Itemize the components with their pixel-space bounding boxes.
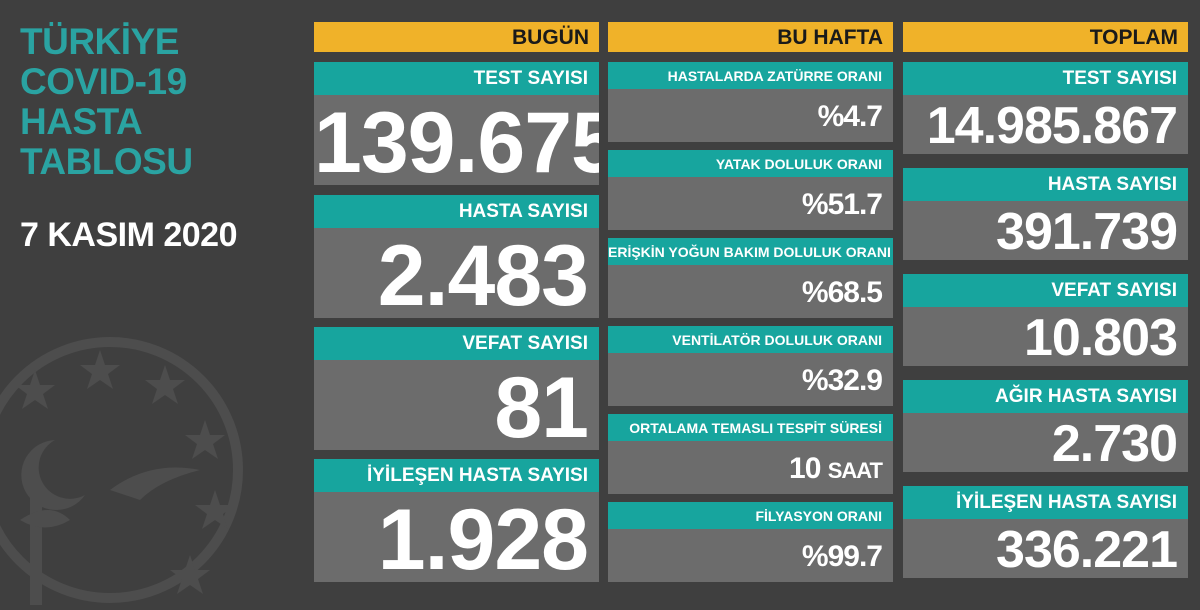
total-recovered-label: İYİLEŞEN HASTA SAYISI [903,486,1188,519]
week-header: BU HAFTA [608,22,893,52]
total-test-card: TEST SAYISI 14.985.867 [903,62,1188,154]
today-test-card: TEST SAYISI 139.675 [314,62,599,185]
week-icu-value: %68.5 [608,265,893,318]
total-severe-card: AĞIR HASTA SAYISI 2.730 [903,380,1188,472]
total-severe-value: 2.730 [903,413,1188,472]
week-ventilator-label: VENTİLATÖR DOLULUK ORANI [608,326,893,353]
week-bed-card: YATAK DOLULUK ORANI %51.7 [608,150,893,230]
today-test-value: 139.675 [314,95,599,185]
week-contact-label: ORTALAMA TEMASLI TESPİT SÜRESİ [608,414,893,441]
week-filiation-card: FİLYASYON ORANI %99.7 [608,502,893,582]
total-header: TOPLAM [903,22,1188,52]
today-recovered-card: İYİLEŞEN HASTA SAYISI 1.928 [314,459,599,582]
total-test-value: 14.985.867 [903,95,1188,154]
today-patient-card: HASTA SAYISI 2.483 [314,195,599,318]
week-icu-card: ERİŞKİN YOĞUN BAKIM DOLULUK ORANI %68.5 [608,238,893,318]
title-line: TABLOSU [20,141,193,182]
today-patient-label: HASTA SAYISI [314,195,599,228]
week-pneumonia-label: HASTALARDA ZATÜRRE ORANI [608,62,893,89]
total-death-card: VEFAT SAYISI 10.803 [903,274,1188,366]
total-test-label: TEST SAYISI [903,62,1188,95]
total-severe-label: AĞIR HASTA SAYISI [903,380,1188,413]
week-pneumonia-value: %4.7 [608,89,893,142]
total-patient-label: HASTA SAYISI [903,168,1188,201]
week-contact-number: 10 [789,452,821,485]
total-recovered-card: İYİLEŞEN HASTA SAYISI 336.221 [903,486,1188,578]
week-ventilator-value: %32.9 [608,353,893,406]
week-bed-label: YATAK DOLULUK ORANI [608,150,893,177]
total-patient-card: HASTA SAYISI 391.739 [903,168,1188,260]
today-death-label: VEFAT SAYISI [314,327,599,360]
week-filiation-label: FİLYASYON ORANI [608,502,893,529]
today-death-card: VEFAT SAYISI 81 [314,327,599,450]
total-death-value: 10.803 [903,307,1188,366]
week-filiation-value: %99.7 [608,529,893,582]
week-bed-value: %51.7 [608,177,893,230]
title-line: HASTA [20,101,143,142]
week-contact-unit: SAAT [827,458,883,483]
week-pneumonia-card: HASTALARDA ZATÜRRE ORANI %4.7 [608,62,893,142]
today-test-label: TEST SAYISI [314,62,599,95]
week-ventilator-card: VENTİLATÖR DOLULUK ORANI %32.9 [608,326,893,406]
title-line: TÜRKİYE [20,21,179,62]
total-patient-value: 391.739 [903,201,1188,260]
total-column: TOPLAM TEST SAYISI 14.985.867 HASTA SAYI… [903,22,1188,578]
week-contact-card: ORTALAMA TEMASLI TESPİT SÜRESİ 10 SAAT [608,414,893,494]
today-column: BUGÜN TEST SAYISI 139.675 HASTA SAYISI 2… [314,22,599,582]
total-recovered-value: 336.221 [903,519,1188,578]
ministry-emblem-icon [0,337,243,605]
report-date: 7 KASIM 2020 [20,216,238,254]
today-death-value: 81 [314,360,599,450]
total-death-label: VEFAT SAYISI [903,274,1188,307]
week-icu-label: ERİŞKİN YOĞUN BAKIM DOLULUK ORANI [608,238,893,265]
today-recovered-value: 1.928 [314,492,599,582]
title-line: COVID-19 [20,61,187,102]
today-recovered-label: İYİLEŞEN HASTA SAYISI [314,459,599,492]
week-contact-value: 10 SAAT [608,441,893,494]
today-patient-value: 2.483 [314,228,599,318]
today-header: BUGÜN [314,22,599,52]
dashboard-title: TÜRKİYE COVID-19 HASTA TABLOSU [20,22,193,182]
week-column: BU HAFTA HASTALARDA ZATÜRRE ORANI %4.7 Y… [608,22,893,582]
